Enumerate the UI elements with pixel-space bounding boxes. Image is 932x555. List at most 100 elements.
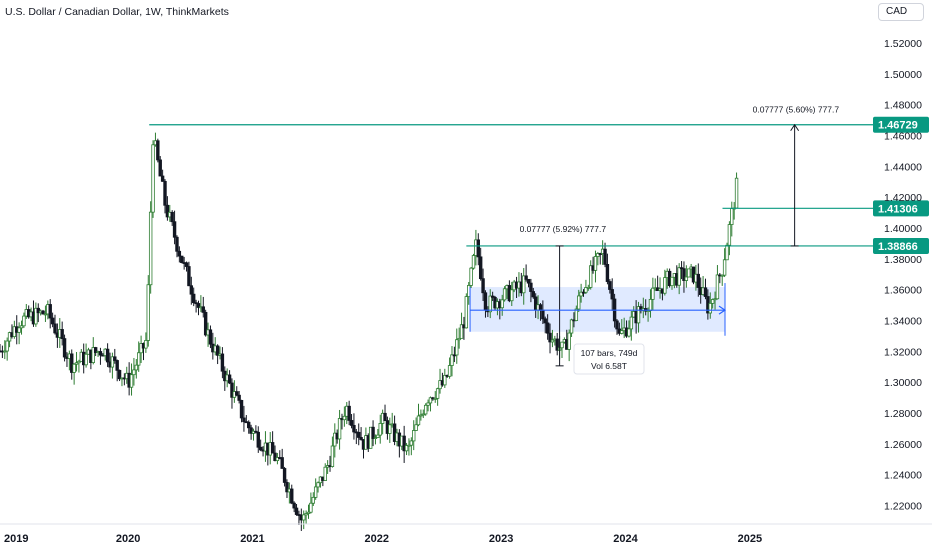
candle-body [596,253,600,257]
candle-body [48,304,52,319]
candle-body [402,435,406,452]
candle-body [156,140,160,161]
candle-body [273,452,277,462]
candle-body [414,424,418,431]
candle-body [77,360,81,364]
candle-body [419,414,423,417]
candle-body [476,239,480,258]
candle-body [378,423,382,436]
candle-body [165,204,170,218]
candle-body [636,306,641,324]
level-price-tag [873,116,929,133]
candle-body [84,353,88,366]
candle-body [309,502,313,513]
candle-body [696,273,701,288]
candle-body [148,211,153,286]
candle-body [333,432,337,447]
date-range-bars-label: 107 bars, 749d [581,348,638,358]
candle-body [615,320,619,330]
candle-body [629,316,634,330]
candle-body [62,338,67,358]
price-tick-label: 1.24000 [884,470,922,482]
candle-body [5,340,9,352]
candle-body [43,313,48,316]
candle-body [196,303,201,308]
candle-body [163,180,167,206]
candle-body [70,353,74,373]
price-tick-label: 1.50000 [884,69,922,81]
candle-body [529,282,533,292]
level-price-label: 1.46729 [878,120,918,132]
candle-body [254,430,258,433]
candle-body [727,224,732,246]
candle-body [581,291,586,294]
candle-body [189,285,194,295]
levels-layer: 1.46729 1.41306 1.38866 [149,116,929,254]
price-tick-label: 1.52000 [884,38,922,50]
candle-body [249,427,253,434]
candle-body [531,291,535,298]
candle-body [428,397,433,404]
candle-body [134,364,139,371]
candles-layer [0,132,739,531]
candle-body [192,293,196,304]
candle-body [603,248,607,265]
candle-body [538,304,543,311]
time-tick-label: 2025 [738,533,762,545]
candle-body [132,369,136,376]
candle-body [376,434,380,438]
candle-body [239,399,244,419]
level-price-label: 1.41306 [878,203,918,215]
candle-body [177,250,182,257]
candle-body [687,268,691,278]
candle-body [421,413,425,416]
currency-selector[interactable]: CAD [878,3,924,21]
candle-body [237,394,241,401]
candle-body [502,288,507,301]
candle-body [588,265,593,288]
candle-body [53,323,57,334]
price-tick-label: 1.34000 [884,315,922,327]
candle-body [349,420,354,426]
candle-body [679,267,684,270]
symbol-title[interactable]: U.S. Dollar / Canadian Dollar, 1W, Think… [5,6,229,18]
candle-body [469,267,473,286]
candle-body [608,281,612,290]
level-price-tag [873,237,929,254]
candle-body [710,299,715,304]
candle-body [409,440,414,446]
level-price-tag [873,200,929,217]
price-tick-label: 1.32000 [884,346,922,358]
price-tick-label: 1.48000 [884,100,922,112]
price-tick-label: 1.28000 [884,408,922,420]
candle-body [459,324,464,339]
candle-body [457,337,461,341]
candle-body [258,446,263,451]
candle-body [684,276,689,281]
candle-body [306,511,311,514]
candle-body [137,352,141,366]
candle-body [285,482,289,493]
candle-body [605,264,610,282]
candle-body [651,287,655,300]
time-axis[interactable]: 2019 2020 2021 2022 2023 2024 2025 [0,523,932,545]
candle-body [734,177,739,209]
candle-body [648,298,653,312]
candle-body [180,255,184,263]
annotations-layer: 0.07777 (5.60%) 777.7 0.07777 (5.92%) 777… [469,105,839,375]
candle-body [443,374,447,386]
candle-body [524,275,528,280]
time-tick-label: 2022 [365,533,389,545]
candle-body [158,159,162,177]
time-tick-label: 2020 [116,533,140,545]
price-axis[interactable]: 1.22000 1.24000 1.26000 1.28000 1.30000 1.320… [884,38,922,512]
candle-body [593,256,598,271]
candle-body [713,298,717,301]
candle-body [144,340,148,349]
candle-body [371,426,375,439]
candle-body [407,444,411,447]
candle-body [357,431,361,438]
candle-body [208,329,213,345]
